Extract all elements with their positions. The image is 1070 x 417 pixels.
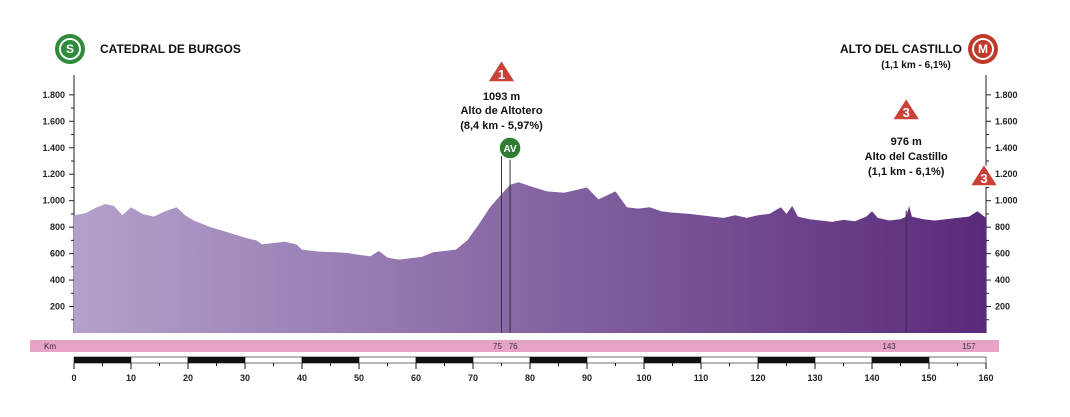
y-tick-label-left: 200 <box>50 302 65 312</box>
x-tick-label: 70 <box>468 373 478 383</box>
y-tick-label-right: 1.400 <box>995 143 1018 153</box>
y-tick-label-left: 1.800 <box>42 90 65 100</box>
y-tick-label-left: 1.000 <box>42 196 65 206</box>
climb-1-badge-shape <box>486 59 517 83</box>
km-band <box>30 340 999 352</box>
km-band-mark: 75 <box>493 342 502 351</box>
scale-segment <box>757 356 816 364</box>
y-tick-label-right: 600 <box>995 249 1010 259</box>
climb-2-badge-shape <box>891 97 921 121</box>
km-band-marks: 75 76 143 157 <box>493 342 976 351</box>
climb-2-detail: (1,1 km - 6,1%) <box>868 166 945 178</box>
climb-2-badge: 3 <box>891 97 921 121</box>
scale-segment <box>301 356 360 364</box>
y-tick-label-right: 1.200 <box>995 169 1018 179</box>
x-tick-label: 80 <box>525 373 535 383</box>
km-band-label: Km <box>44 342 56 351</box>
y-tick-label-left: 600 <box>50 249 65 259</box>
climb-1-badge: 1 <box>486 59 517 83</box>
scale-segment <box>358 356 417 364</box>
x-ticks: 0 10 20 30 40 50 60 70 80 90 100 110 120 130 140 150 160 <box>71 363 994 383</box>
scale-segment <box>871 356 930 364</box>
x-tick-label: 130 <box>807 373 822 383</box>
x-tick-label: 30 <box>240 373 250 383</box>
x-tick-label: 0 <box>71 373 76 383</box>
km-band-mark: 76 <box>509 342 518 351</box>
x-tick-label: 100 <box>636 373 651 383</box>
climb-1-elevation: 1093 m <box>483 91 521 103</box>
climb-3-badge-category: 3 <box>980 171 987 186</box>
scale-segment <box>415 356 474 364</box>
y-tick-label-left: 1.400 <box>42 143 65 153</box>
scale-segment <box>130 356 189 364</box>
climb-1-badge-category: 1 <box>498 67 505 82</box>
x-tick-label: 150 <box>921 373 936 383</box>
distance-scale-bar <box>73 356 987 364</box>
elevation-profile-area <box>74 182 986 333</box>
scale-segment <box>643 356 702 364</box>
climb-markers: 1 1093 m Alto de Altotero (8,4 km - 5,97%) A… <box>460 59 999 333</box>
sprint-badge: AV <box>498 136 522 160</box>
km-band-mark: 143 <box>882 342 896 351</box>
x-tick-label: 110 <box>694 373 709 383</box>
y-tick-label-left: 800 <box>50 222 65 232</box>
start-badge-letter: S <box>66 42 74 56</box>
x-tick-label: 120 <box>750 373 765 383</box>
y-tick-label-left: 1.600 <box>42 116 65 126</box>
sprint-badge-circle <box>498 136 522 160</box>
y-tick-label-right: 1.000 <box>995 196 1018 206</box>
x-tick-label: 10 <box>126 373 136 383</box>
start-label: CATEDRAL DE BURGOS <box>100 42 241 56</box>
y-tick-label-left: 1.200 <box>42 169 65 179</box>
scale-segment <box>529 356 588 364</box>
x-tick-label: 40 <box>297 373 307 383</box>
scale-segment <box>73 356 132 364</box>
climb-2-elevation: 976 m <box>891 136 922 148</box>
finish-detail: (1,1 km - 6,1%) <box>881 60 950 71</box>
y-tick-label-right: 1.600 <box>995 116 1018 126</box>
x-tick-label: 90 <box>582 373 592 383</box>
finish-badge-letter: M <box>978 42 988 56</box>
y-tick-label-right: 1.800 <box>995 90 1018 100</box>
climb-3-badge: 3 <box>969 163 999 187</box>
finish-badge: M <box>968 34 998 64</box>
scale-segment <box>700 356 759 364</box>
km-band-mark: 157 <box>962 342 976 351</box>
y-tick-label-right: 800 <box>995 222 1010 232</box>
scale-segment <box>244 356 303 364</box>
scale-segment <box>187 356 246 364</box>
sprint-badge-label: AV <box>503 144 516 155</box>
x-tick-label: 50 <box>354 373 364 383</box>
climb-1-detail: (8,4 km - 5,97%) <box>460 120 543 132</box>
scale-segment <box>814 356 873 364</box>
y-tick-label-right: 400 <box>995 275 1010 285</box>
x-tick-label: 140 <box>864 373 879 383</box>
x-tick-label: 20 <box>183 373 193 383</box>
scale-segment <box>928 356 987 364</box>
climb-2-badge-category: 3 <box>903 105 910 120</box>
climb-3-badge-shape <box>969 163 999 187</box>
climb-2-name: Alto del Castillo <box>865 151 948 163</box>
scale-segment <box>472 356 531 364</box>
y-ticks: 1.800 1.800 1.600 1.600 1.400 1.400 1.200 1.200… <box>42 90 1018 321</box>
y-tick-label-left: 400 <box>50 275 65 285</box>
scale-segment <box>586 356 645 364</box>
x-tick-label: 60 <box>411 373 421 383</box>
climb-1-name: Alto de Altotero <box>460 105 542 117</box>
finish-label: ALTO DEL CASTILLO <box>840 42 962 56</box>
y-tick-label-right: 200 <box>995 302 1010 312</box>
start-badge: S <box>55 34 85 64</box>
x-tick-label: 160 <box>978 373 993 383</box>
